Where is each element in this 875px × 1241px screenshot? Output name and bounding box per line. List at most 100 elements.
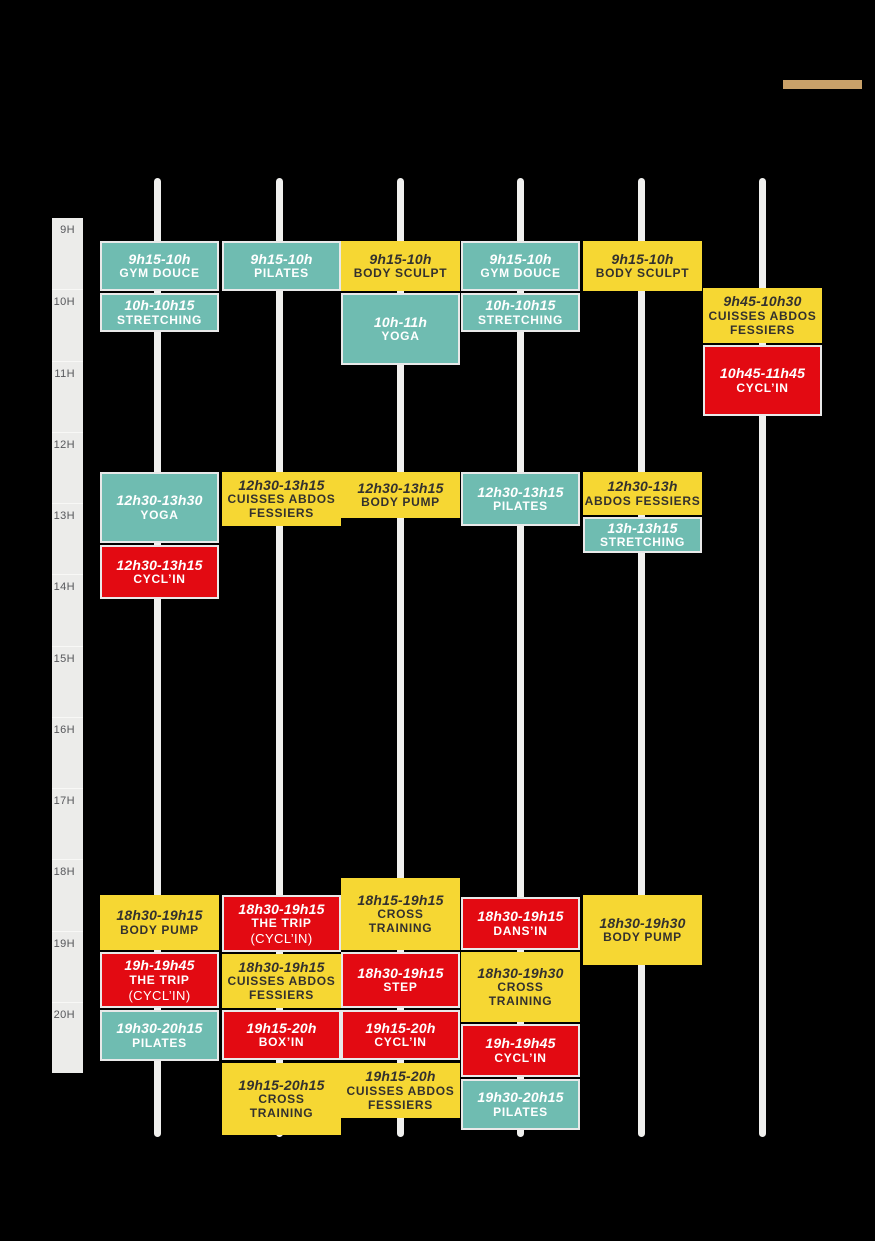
class-name: FESSIERS	[368, 1097, 433, 1112]
class-time: 19h15-20h	[365, 1068, 436, 1085]
class-name: THE TRIP	[129, 972, 190, 987]
class-name: FESSIERS	[249, 988, 314, 1003]
day-timeline-2	[275, 178, 283, 1137]
hour-cell-18h: 18H	[52, 859, 83, 930]
class-name: CYCL’IN	[374, 1035, 427, 1050]
class-time: 18h30-19h30	[599, 914, 686, 931]
class-name: CUISSES ABDOS	[227, 974, 336, 989]
hour-cell-11h: 11H	[52, 360, 83, 432]
day-timeline-4	[516, 178, 524, 1137]
class-block: 18h15-19h15 CROSS TRAINING	[341, 878, 460, 950]
hour-label: 15H	[53, 652, 75, 665]
class-block: 19h15-20h15 CROSS TRAINING	[222, 1063, 341, 1135]
class-name: FESSIERS	[249, 506, 314, 521]
class-time: 12h30-13h30	[116, 492, 203, 509]
class-block: 19h30-20h15 PILATES	[100, 1010, 219, 1061]
class-block: 12h30-13h15 CUISSES ABDOS FESSIERS	[222, 472, 341, 526]
class-name: STRETCHING	[117, 312, 202, 327]
class-time: 9h15-10h	[489, 250, 552, 267]
class-name: CROSS	[497, 980, 544, 995]
class-block: 10h-11h YOGA	[341, 293, 460, 365]
hour-cell-17h: 17H	[52, 788, 83, 859]
class-name: BODY PUMP	[120, 922, 199, 937]
class-time: 19h-19h45	[485, 1035, 556, 1052]
class-time: 12h30-13h	[607, 478, 678, 495]
class-time: 13h-13h15	[607, 519, 678, 536]
class-block: 19h30-20h15 PILATES	[461, 1079, 580, 1130]
class-time: 10h45-11h45	[719, 365, 806, 382]
hour-label: 16H	[53, 723, 75, 736]
class-block: 18h30-19h15 THE TRIP (CYCL’IN)	[222, 895, 341, 952]
class-name: BODY SCULPT	[353, 266, 448, 281]
class-time: 18h15-19h15	[357, 891, 444, 908]
class-block: 9h45-10h30 CUISSES ABDOS FESSIERS	[703, 288, 822, 343]
hour-label: 11H	[54, 367, 75, 380]
hour-cell-16h: 16H	[52, 716, 83, 788]
class-block: 18h30-19h15 BODY PUMP	[100, 895, 219, 950]
class-name: BODY PUMP	[361, 495, 440, 510]
class-name: GYM DOUCE	[480, 266, 561, 281]
hour-cell-14h: 14H	[52, 574, 83, 645]
class-name: CUISSES ABDOS	[708, 308, 817, 323]
class-block: 18h30-19h30 BODY PUMP	[583, 895, 702, 965]
hour-cell-12h: 12H	[52, 431, 83, 503]
hour-cell-9h: 9H	[52, 218, 83, 289]
class-block: 19h-19h45 THE TRIP (CYCL’IN)	[100, 952, 219, 1008]
class-time: 10h-10h15	[485, 297, 556, 314]
class-block: 19h15-20h CYCL’IN	[341, 1010, 460, 1060]
hour-cell-15h: 15H	[52, 645, 83, 717]
hour-cell-13h: 13H	[52, 503, 83, 574]
accent-bar	[783, 80, 862, 89]
class-name: FESSIERS	[730, 322, 795, 337]
class-time: 19h15-20h15	[238, 1076, 325, 1093]
class-time: 19h30-20h15	[116, 1020, 203, 1037]
class-name: (CYCL’IN)	[128, 987, 191, 1003]
class-block: 9h15-10h GYM DOUCE	[100, 241, 219, 291]
class-block: 9h15-10h PILATES	[222, 241, 341, 291]
class-block: 10h45-11h45 CYCL’IN	[703, 345, 822, 416]
hour-label: 18H	[53, 866, 75, 879]
class-block: 9h15-10h BODY SCULPT	[341, 241, 460, 291]
class-block: 18h30-19h15 DANS’IN	[461, 897, 580, 950]
class-time: 10h-10h15	[124, 297, 195, 314]
class-name: TRAINING	[368, 921, 433, 936]
class-time: 12h30-13h15	[477, 483, 564, 500]
class-time: 18h30-19h30	[477, 964, 564, 981]
class-time: 9h15-10h	[128, 250, 191, 267]
class-time: 18h30-19h15	[238, 958, 325, 975]
hour-label: 19H	[53, 937, 75, 950]
class-name: GYM DOUCE	[119, 266, 200, 281]
class-name: THE TRIP	[251, 916, 312, 931]
day-timeline-1	[153, 178, 161, 1137]
hour-label: 17H	[53, 795, 75, 807]
class-name: CUISSES ABDOS	[346, 1083, 455, 1098]
hour-rail: 9H 10H 11H 12H 13H 14H 15H 16H 17H 18H 19H 20H	[52, 218, 83, 1073]
class-time: 12h30-13h15	[116, 556, 203, 573]
class-name: TRAINING	[488, 994, 553, 1009]
class-block: 12h30-13h15 BODY PUMP	[341, 472, 460, 518]
class-name: BOX’IN	[258, 1035, 305, 1050]
hour-label: 14H	[53, 581, 75, 594]
hour-label: 9H	[60, 224, 75, 236]
class-block: 18h30-19h15 CUISSES ABDOS FESSIERS	[222, 954, 341, 1008]
class-block: 12h30-13h ABDOS FESSIERS	[583, 472, 702, 515]
class-block: 10h-10h15 STRETCHING	[100, 293, 219, 332]
hour-label: 12H	[53, 438, 75, 451]
class-name: CYCL’IN	[736, 380, 789, 395]
class-name: PILATES	[493, 1104, 548, 1119]
class-time: 19h15-20h	[246, 1019, 317, 1036]
class-name: BODY SCULPT	[595, 266, 690, 281]
day-timeline-6	[758, 178, 766, 1137]
class-block: 18h30-19h15 STEP	[341, 952, 460, 1008]
class-time: 9h15-10h	[611, 250, 674, 267]
class-name: TRAINING	[249, 1106, 314, 1121]
class-time: 9h45-10h30	[723, 293, 802, 310]
day-timeline-5	[637, 178, 645, 1137]
class-time: 19h-19h45	[124, 957, 195, 974]
hour-label: 10H	[53, 296, 75, 309]
hour-label: 20H	[53, 1008, 75, 1021]
class-name: BODY PUMP	[603, 930, 682, 945]
class-time: 18h30-19h15	[477, 908, 564, 925]
class-name: YOGA	[381, 329, 420, 344]
